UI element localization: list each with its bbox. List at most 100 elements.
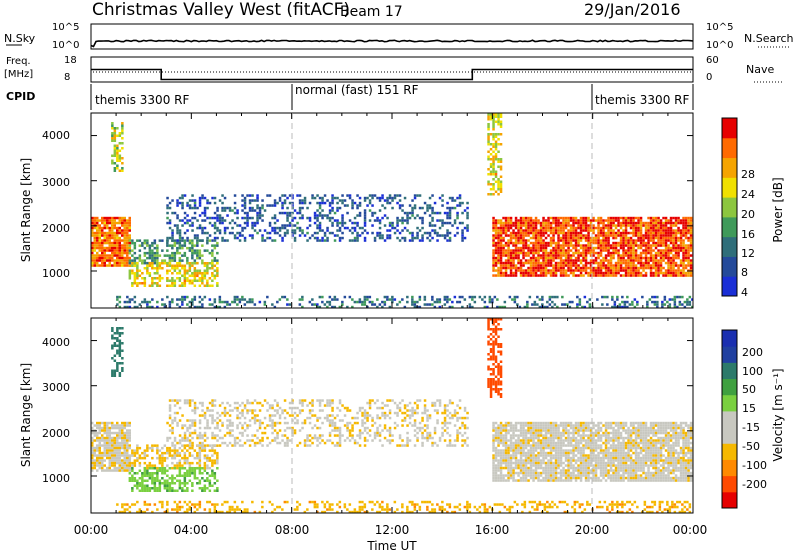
power-cell <box>625 232 628 235</box>
velocity-cell <box>209 402 212 405</box>
power-cell <box>610 232 613 235</box>
power-cell <box>109 247 112 250</box>
velocity-cell <box>116 370 119 373</box>
power-cell <box>680 234 683 237</box>
power-colorbar-swatch <box>722 138 737 158</box>
power-cell <box>657 234 660 237</box>
power-cell <box>537 242 540 245</box>
power-cell <box>530 222 533 225</box>
velocity-cell <box>174 482 177 485</box>
power-cell <box>596 298 599 301</box>
power-cell <box>141 259 144 262</box>
power-cell <box>111 219 114 222</box>
power-cell <box>510 274 513 277</box>
power-cell <box>617 249 620 252</box>
power-cell <box>214 237 217 240</box>
velocity-cell <box>294 429 297 432</box>
power-cell <box>441 234 444 237</box>
power-cell <box>660 262 663 265</box>
power-cell <box>655 232 658 235</box>
velocity-cell <box>264 399 267 402</box>
power-cell <box>404 237 407 240</box>
power-cell <box>522 257 525 260</box>
velocity-cell <box>111 370 114 373</box>
power-cell <box>246 219 249 222</box>
power-cell <box>119 157 122 160</box>
power-cell <box>585 252 588 255</box>
power-cell <box>111 222 114 225</box>
power-cell <box>522 232 525 235</box>
velocity-cell <box>199 437 202 440</box>
power-cell <box>530 247 533 250</box>
power-cell <box>316 209 319 212</box>
power-cell <box>597 234 600 237</box>
velocity-cell <box>131 487 134 490</box>
velocity-cell <box>209 427 212 430</box>
power-cell <box>221 217 224 220</box>
velocity-cell <box>296 419 299 422</box>
power-cell <box>379 234 382 237</box>
power-cell <box>199 257 202 260</box>
power-cell <box>99 264 102 267</box>
power-cell <box>592 272 595 275</box>
power-cell <box>675 257 678 260</box>
velocity-cell <box>109 429 112 432</box>
velocity-cell <box>214 472 217 475</box>
velocity-cell <box>279 442 282 445</box>
power-cell <box>211 239 214 242</box>
power-cell <box>537 247 540 250</box>
power-cell <box>545 232 548 235</box>
power-cell <box>171 301 174 304</box>
power-cell <box>655 257 658 260</box>
power-cell <box>490 143 493 146</box>
power-cell <box>682 222 685 225</box>
power-cell <box>597 222 600 225</box>
power-cell <box>401 237 404 240</box>
power-cell <box>687 232 690 235</box>
power-cell <box>667 227 670 230</box>
power-cell <box>251 227 254 230</box>
power-cell <box>114 227 117 230</box>
power-cell <box>565 257 568 260</box>
power-cell <box>274 227 277 230</box>
power-cell <box>570 259 573 262</box>
velocity-cell <box>211 434 214 437</box>
noise-left-tick-bottom: 10^0 <box>52 40 79 51</box>
power-cell <box>507 252 510 255</box>
power-cell <box>286 298 289 301</box>
power-cell <box>261 234 264 237</box>
power-cell <box>129 242 132 245</box>
power-cell <box>199 199 202 202</box>
power-cell <box>266 232 269 235</box>
power-cell <box>562 219 565 222</box>
power-cell <box>542 259 545 262</box>
power-cell <box>500 232 503 235</box>
power-cell <box>540 249 543 252</box>
power-cell <box>527 227 530 230</box>
power-cell <box>535 252 538 255</box>
velocity-cell <box>301 399 304 402</box>
power-cell <box>690 219 693 222</box>
power-cell <box>517 252 520 255</box>
velocity-cell <box>201 467 204 470</box>
power-cell <box>687 219 690 222</box>
power-cell <box>679 296 682 299</box>
velocity-cell <box>191 419 194 422</box>
velocity-cell <box>239 432 242 435</box>
power-cell <box>364 199 367 202</box>
velocity-cell <box>181 439 184 442</box>
power-cell <box>234 296 237 299</box>
freq-label-2: [MHz] <box>4 69 33 80</box>
power-cell <box>579 303 582 306</box>
power-cell <box>665 249 668 252</box>
power-cell <box>96 254 99 256</box>
power-cell <box>171 257 174 260</box>
power-cell <box>557 262 560 265</box>
power-cell <box>497 138 500 141</box>
power-cell <box>651 301 654 304</box>
power-cell <box>555 269 558 272</box>
power-cell <box>600 244 603 247</box>
power-cell <box>266 204 269 207</box>
power-cell <box>517 262 520 265</box>
velocity-cell <box>189 475 192 478</box>
